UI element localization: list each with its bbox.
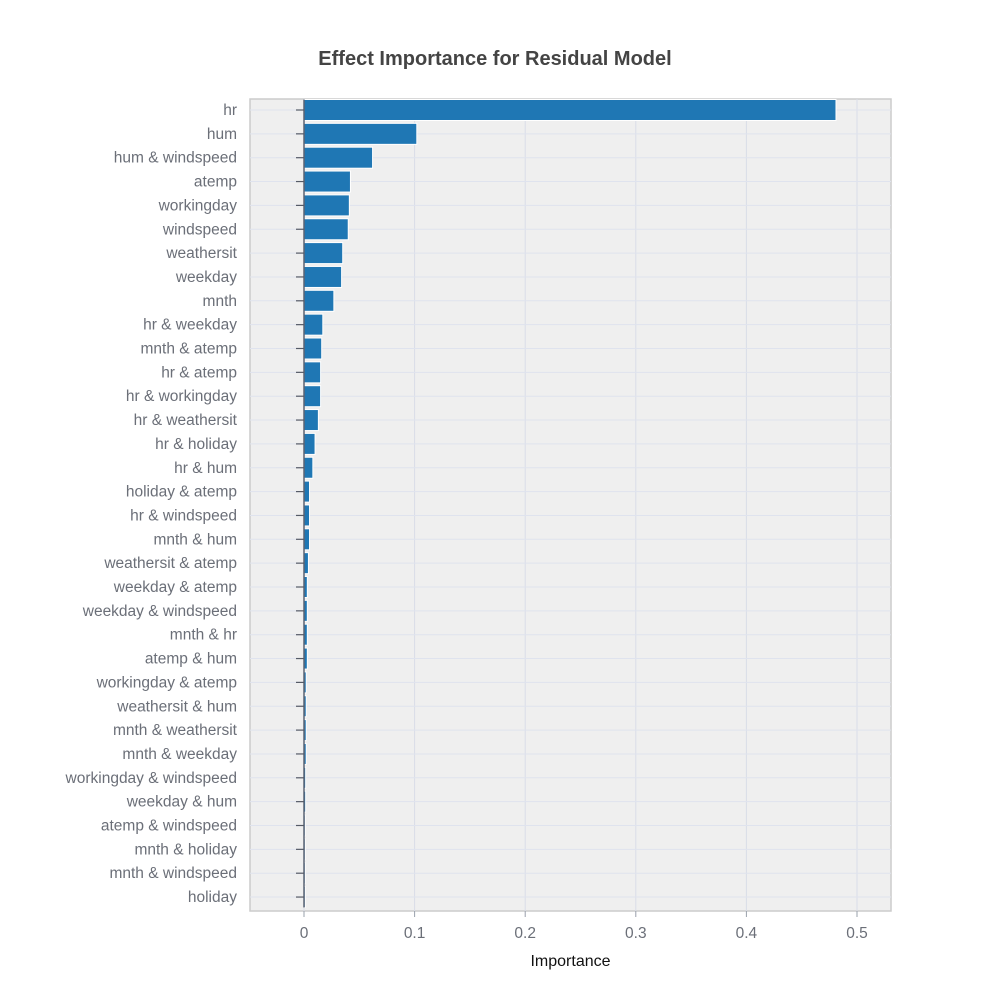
y-tick-label: mnth & weathersit — [113, 722, 238, 739]
y-tick-label: mnth & atemp — [141, 341, 238, 358]
y-tick-label: weekday & atemp — [113, 579, 237, 596]
bar — [303, 528, 311, 551]
y-tick-label: holiday — [188, 889, 237, 906]
y-tick-label: holiday & atemp — [126, 484, 237, 501]
bar — [303, 194, 350, 217]
bar — [303, 265, 343, 288]
y-tick-label: hum & windspeed — [114, 150, 237, 167]
bar — [303, 504, 311, 527]
y-tick-label: workingday & atemp — [96, 674, 237, 691]
y-tick-label: hr — [223, 102, 237, 119]
y-tick-label: mnth & hum — [153, 531, 237, 548]
x-tick-label: 0.2 — [514, 925, 536, 942]
y-tick-label: atemp & hum — [145, 651, 237, 668]
y-tick-label: hr & holiday — [155, 436, 237, 453]
bar — [303, 218, 349, 241]
bar — [303, 385, 322, 408]
y-tick-label: mnth & hr — [170, 627, 237, 644]
x-tick-label: 0.1 — [404, 925, 426, 942]
y-tick-label: weekday — [175, 269, 237, 286]
x-tick-label: 0.4 — [736, 925, 758, 942]
y-axis-labels: hr hum hum & windspeed atemp workingday winds… — [65, 102, 304, 906]
y-tick-label: workingday & windspeed — [65, 770, 237, 787]
bar — [303, 99, 837, 121]
bar — [303, 146, 374, 169]
plot-area — [249, 98, 892, 912]
bar — [303, 170, 351, 193]
bar — [303, 289, 335, 312]
bar — [303, 337, 323, 360]
y-tick-label: weekday & windspeed — [82, 603, 237, 620]
bar — [303, 480, 311, 503]
chart-title: Effect Importance for Residual Model — [318, 48, 671, 70]
bar — [303, 242, 344, 265]
bar — [303, 361, 322, 384]
y-tick-label: weathersit — [165, 245, 237, 262]
bar — [303, 409, 319, 432]
x-axis-ticks: 0 0.1 0.2 0.3 0.4 0.5 — [300, 911, 868, 942]
y-tick-label: workingday — [158, 197, 238, 214]
y-tick-label: mnth — [203, 293, 237, 310]
y-tick-label: atemp — [194, 174, 237, 191]
y-tick-label: weathersit & hum — [116, 698, 237, 715]
x-axis-label: Importance — [530, 953, 610, 970]
bar — [303, 432, 316, 455]
x-tick-label: 0.5 — [846, 925, 868, 942]
y-tick-label: hr & weekday — [143, 317, 237, 334]
y-tick-label: mnth & holiday — [134, 841, 237, 858]
x-tick-label: 0.3 — [625, 925, 647, 942]
y-tick-label: mnth & windspeed — [109, 865, 237, 882]
y-tick-label: hr & weathersit — [134, 412, 238, 429]
y-tick-label: hr & atemp — [161, 364, 237, 381]
y-tick-label: hr & windspeed — [130, 507, 237, 524]
y-tick-label: hum — [207, 126, 237, 143]
y-tick-label: windspeed — [162, 221, 237, 238]
y-tick-label: hr & hum — [174, 460, 237, 477]
y-tick-label: mnth & weekday — [122, 746, 237, 763]
bars — [303, 99, 837, 909]
y-tick-label: hr & workingday — [126, 388, 237, 405]
y-tick-label: weathersit & atemp — [103, 555, 237, 572]
x-tick-label: 0 — [300, 925, 309, 942]
bar — [303, 122, 418, 145]
bar — [303, 456, 314, 479]
y-tick-label: atemp & windspeed — [101, 818, 237, 835]
bar — [303, 313, 324, 336]
y-tick-label: weekday & hum — [126, 794, 237, 811]
